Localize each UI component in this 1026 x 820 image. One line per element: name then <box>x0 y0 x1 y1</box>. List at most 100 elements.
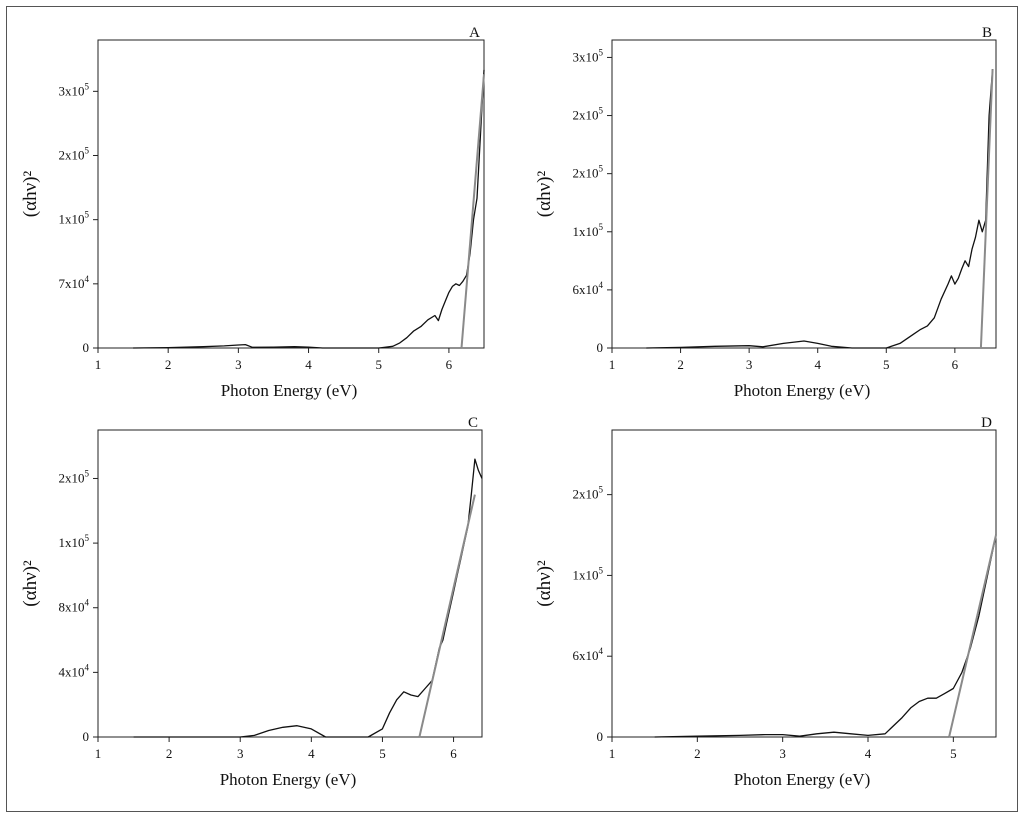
x-tick-label: 1 <box>609 357 616 372</box>
x-tick-label: 3 <box>235 357 242 372</box>
x-tick-label: 1 <box>95 746 102 761</box>
x-tick-label: 2 <box>166 746 173 761</box>
y-tick-exponent: 5 <box>599 565 604 575</box>
y-tick-label: 7x104 <box>59 274 90 291</box>
y-tick-mantissa: 6x10 <box>573 282 599 297</box>
y-tick-mantissa: 1x10 <box>59 535 85 550</box>
y-tick-label: 0 <box>597 340 604 355</box>
y-tick-exponent: 4 <box>599 646 604 656</box>
y-tick-mantissa: 0 <box>597 729 604 744</box>
y-tick-label: 0 <box>597 729 604 744</box>
plot-area <box>97 429 483 738</box>
y-tick-exponent: 5 <box>85 146 90 156</box>
y-tick-mantissa: 2x10 <box>573 166 599 181</box>
figure-frame <box>6 6 1018 812</box>
x-tick-label: 1 <box>95 357 102 372</box>
y-tick-mantissa: 3x10 <box>59 83 85 98</box>
y-tick-label: 0 <box>83 729 90 744</box>
tauc-fit-line <box>418 494 476 738</box>
x-axis-label: Photon Energy (eV) <box>221 381 358 400</box>
tauc-fit-line <box>948 534 997 738</box>
x-tick-label: 3 <box>746 357 753 372</box>
x-tick-label: 1 <box>609 746 616 761</box>
panel-label: D <box>981 415 992 431</box>
y-tick-exponent: 5 <box>85 210 90 220</box>
y-tick-label: 1x105 <box>59 533 90 550</box>
plot-area <box>97 39 485 349</box>
x-tick-label: 6 <box>450 746 457 761</box>
x-tick-label: 5 <box>883 357 890 372</box>
y-tick-label: 6x104 <box>573 646 604 663</box>
y-tick-exponent: 5 <box>85 468 90 478</box>
x-axis-label: Photon Energy (eV) <box>220 770 357 789</box>
y-tick-label: 6x104 <box>573 280 604 297</box>
x-tick-label: 6 <box>446 357 453 372</box>
y-tick-label: 3x105 <box>573 47 604 64</box>
x-axis-label: Photon Energy (eV) <box>734 770 871 789</box>
x-tick-label: 3 <box>779 746 786 761</box>
y-tick-mantissa: 6x10 <box>573 648 599 663</box>
y-tick-mantissa: 2x10 <box>59 470 85 485</box>
y-tick-exponent: 4 <box>85 662 90 672</box>
y-tick-mantissa: 7x10 <box>59 276 85 291</box>
panel-label: A <box>469 25 480 41</box>
x-tick-label: 2 <box>677 357 684 372</box>
y-tick-mantissa: 4x10 <box>59 664 85 679</box>
y-tick-label: 2x105 <box>59 468 90 485</box>
y-tick-label: 3x105 <box>59 81 90 98</box>
y-tick-mantissa: 0 <box>83 729 90 744</box>
absorption-data-line <box>654 534 997 738</box>
tauc-fit-line <box>979 69 994 349</box>
y-axis-label: (αhν)² <box>20 560 41 607</box>
y-tick-exponent: 5 <box>599 47 604 57</box>
y-tick-mantissa: 1x10 <box>573 224 599 239</box>
x-tick-label: 3 <box>237 746 244 761</box>
x-tick-label: 5 <box>379 746 386 761</box>
y-tick-label: 2x105 <box>573 164 604 181</box>
y-axis-label: (αhν)² <box>534 560 555 607</box>
panel-b-chart: 1 2 3 4 5 606x1041x1052x1052x1053x105BPhoton … <box>534 25 997 400</box>
absorption-data-line <box>646 69 994 349</box>
plot-area <box>611 429 997 738</box>
y-tick-mantissa: 0 <box>83 340 90 355</box>
y-tick-mantissa: 2x10 <box>59 148 85 163</box>
y-tick-label: 2x105 <box>573 106 604 123</box>
y-tick-exponent: 4 <box>85 598 90 608</box>
panel-label: C <box>468 415 478 431</box>
y-tick-mantissa: 1x10 <box>59 212 85 227</box>
x-tick-label: 6 <box>952 357 959 372</box>
y-tick-exponent: 5 <box>599 164 604 174</box>
panel-label: B <box>982 25 992 41</box>
y-tick-exponent: 5 <box>599 485 604 495</box>
y-tick-label: 1x105 <box>59 210 90 227</box>
y-axis-label: (αhν)² <box>20 171 41 218</box>
plot-area <box>611 39 997 349</box>
y-tick-label: 2x105 <box>573 485 604 502</box>
y-tick-exponent: 5 <box>85 533 90 543</box>
x-tick-label: 5 <box>375 357 382 372</box>
y-tick-exponent: 5 <box>85 81 90 91</box>
y-tick-label: 2x105 <box>59 146 90 163</box>
y-tick-label: 1x105 <box>573 222 604 239</box>
absorption-data-line <box>133 69 485 349</box>
x-tick-label: 5 <box>950 746 957 761</box>
y-tick-exponent: 5 <box>599 222 604 232</box>
y-tick-mantissa: 0 <box>597 340 604 355</box>
y-tick-mantissa: 2x10 <box>573 487 599 502</box>
y-tick-mantissa: 3x10 <box>573 49 599 64</box>
x-tick-label: 4 <box>308 746 315 761</box>
y-tick-mantissa: 1x10 <box>573 567 599 582</box>
y-tick-label: 1x105 <box>573 565 604 582</box>
x-tick-label: 2 <box>694 746 701 761</box>
y-tick-mantissa: 2x10 <box>573 108 599 123</box>
x-tick-label: 4 <box>814 357 821 372</box>
y-tick-exponent: 4 <box>599 280 604 290</box>
y-tick-mantissa: 8x10 <box>59 600 85 615</box>
y-tick-label: 8x104 <box>59 598 90 615</box>
y-tick-exponent: 5 <box>599 106 604 116</box>
y-tick-label: 0 <box>83 340 90 355</box>
